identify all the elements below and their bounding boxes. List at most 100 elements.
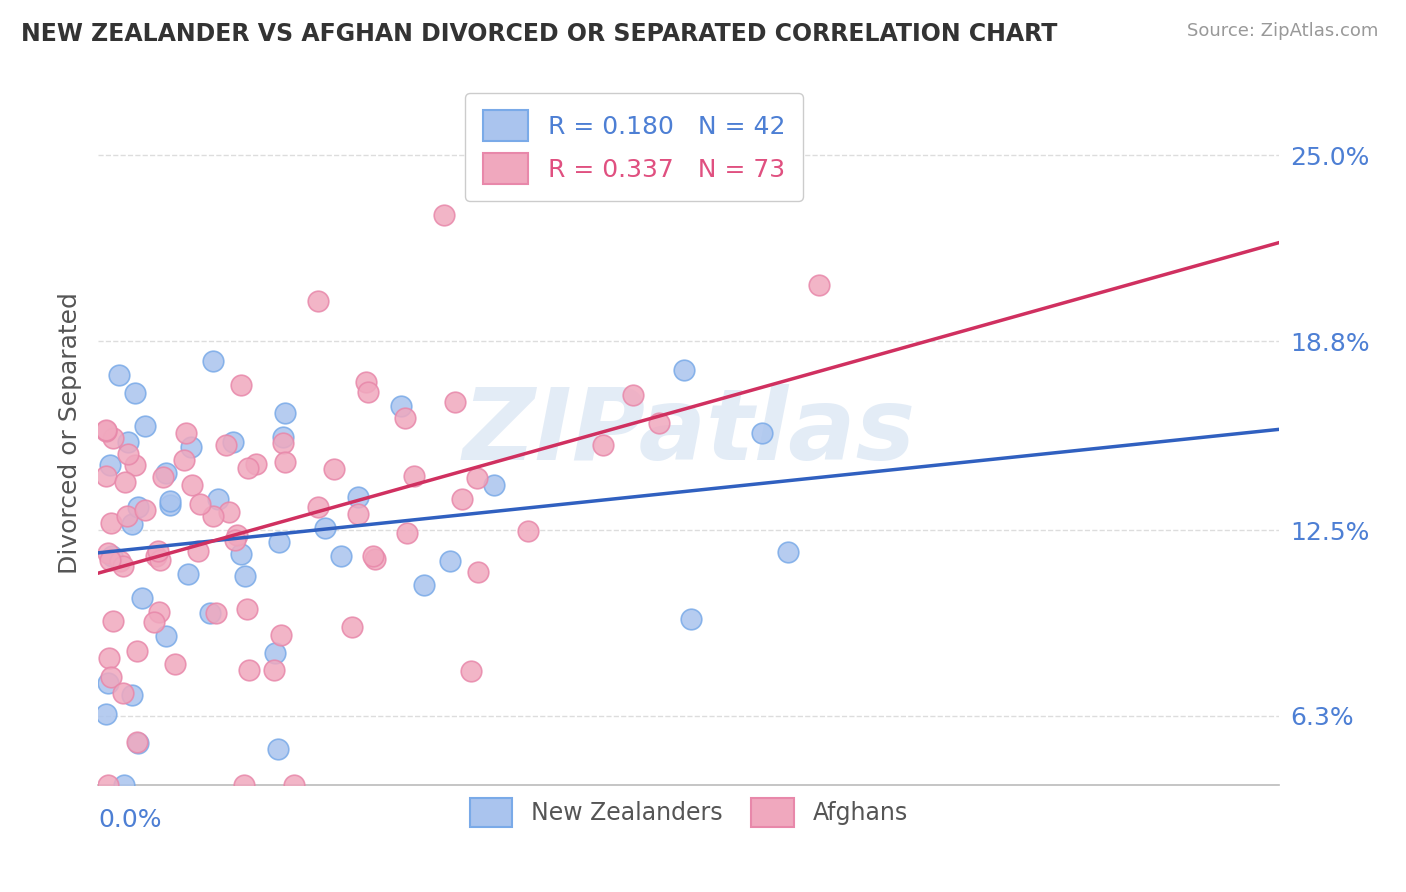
Point (229, 547, 252, 561)
Point (357, 385, 380, 400)
Point (103, 615, 125, 629)
Point (233, 569, 256, 583)
Point (412, 578, 434, 592)
Point (283, 778, 305, 792)
Text: NEW ZEALANDER VS AFGHAN DIVORCED OR SEPARATED CORRELATION CHART: NEW ZEALANDER VS AFGHAN DIVORCED OR SEPA… (21, 22, 1057, 46)
Point (215, 438, 238, 452)
Point (96, 423, 118, 437)
Point (648, 416, 671, 430)
Point (201, 354, 224, 368)
Point (484, 478, 506, 492)
Point (177, 566, 200, 581)
Point (274, 455, 297, 469)
Point (273, 406, 295, 420)
Point (107, 368, 129, 382)
Point (621, 388, 644, 402)
Point (125, 643, 148, 657)
Point (98, 458, 121, 473)
Point (198, 606, 221, 620)
Point (142, 615, 165, 629)
Point (98, 553, 121, 567)
Point (127, 736, 149, 750)
Point (121, 688, 143, 702)
Point (155, 467, 177, 481)
Point (124, 458, 146, 472)
Point (264, 646, 287, 660)
Point (111, 686, 134, 700)
Point (180, 440, 202, 454)
Y-axis label: Divorced or Separated: Divorced or Separated (58, 292, 82, 574)
Point (218, 505, 240, 519)
Point (100, 670, 122, 684)
Point (207, 491, 229, 506)
Point (134, 418, 156, 433)
Point (270, 628, 292, 642)
Point (155, 629, 177, 643)
Point (190, 497, 212, 511)
Point (117, 447, 139, 461)
Point (148, 544, 170, 558)
Point (807, 278, 830, 293)
Point (145, 549, 167, 563)
Point (131, 591, 153, 606)
Point (516, 524, 538, 538)
Point (112, 778, 135, 792)
Point (159, 494, 181, 508)
Point (467, 565, 489, 579)
Point (127, 500, 149, 514)
Point (323, 462, 346, 476)
Point (100, 549, 122, 563)
Point (329, 549, 352, 563)
Point (273, 436, 295, 450)
Point (307, 500, 329, 514)
Point (96, 707, 118, 722)
Point (96, 424, 118, 438)
Point (364, 551, 387, 566)
Point (439, 554, 461, 568)
Point (356, 375, 378, 389)
Point (238, 664, 260, 678)
Point (98, 651, 121, 665)
Point (148, 605, 170, 619)
Point (201, 509, 224, 524)
Point (443, 394, 465, 409)
Point (174, 425, 197, 440)
Text: 0.0%: 0.0% (98, 807, 162, 831)
Point (115, 508, 138, 523)
Point (117, 434, 139, 449)
Point (395, 526, 418, 541)
Point (672, 363, 695, 377)
Point (96, 469, 118, 483)
Point (363, 549, 385, 563)
Point (236, 602, 259, 616)
Point (100, 516, 122, 530)
Point (269, 534, 291, 549)
Point (149, 553, 172, 567)
Point (679, 612, 702, 626)
Point (346, 490, 368, 504)
Point (112, 559, 135, 574)
Point (134, 502, 156, 516)
Point (232, 778, 254, 792)
Point (592, 438, 614, 452)
Point (776, 544, 799, 558)
Point (96, 546, 118, 560)
Point (205, 607, 228, 621)
Text: Source: ZipAtlas.com: Source: ZipAtlas.com (1187, 22, 1378, 40)
Point (226, 528, 249, 542)
Point (165, 657, 187, 671)
Point (231, 378, 253, 392)
Point (271, 430, 294, 444)
Point (222, 435, 245, 450)
Legend: New Zealanders, Afghans: New Zealanders, Afghans (453, 781, 925, 844)
Point (110, 554, 132, 568)
Point (433, 208, 456, 222)
Point (114, 475, 136, 489)
Point (402, 469, 425, 483)
Point (224, 533, 246, 547)
Point (245, 458, 267, 472)
Point (460, 665, 482, 679)
Point (340, 620, 363, 634)
Point (152, 470, 174, 484)
Point (103, 431, 125, 445)
